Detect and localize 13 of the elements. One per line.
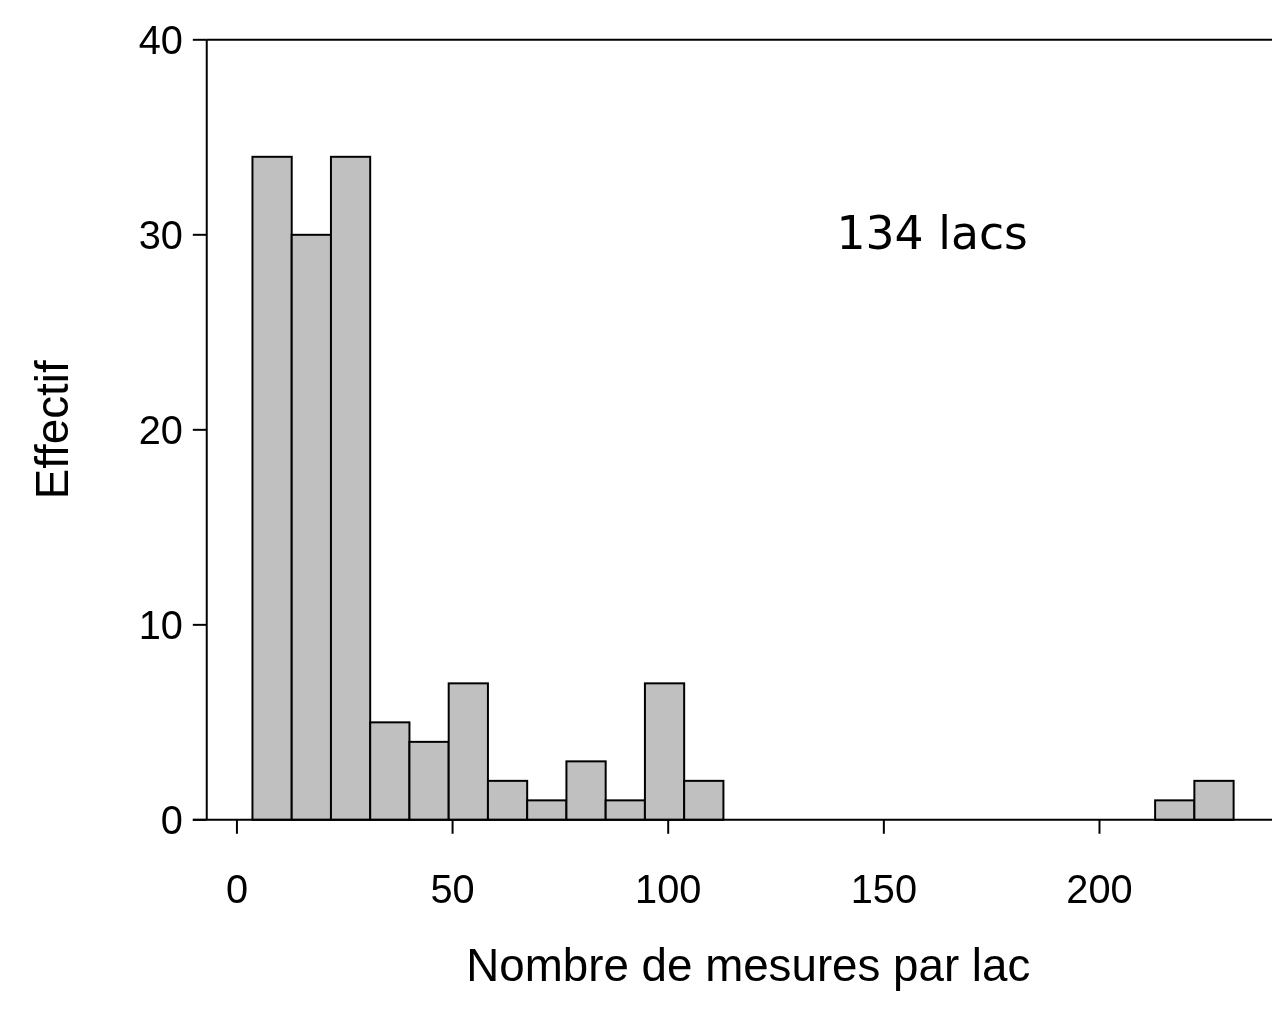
y-tick-label: 10 [138,602,183,647]
annotation: 134 lacs [836,207,1028,261]
x-tick-label: 100 [635,867,702,912]
y-axis-title: Effectif [26,360,78,500]
y-tick-label: 0 [160,797,183,842]
y-tick-label: 30 [138,212,183,257]
x-tick-label: 50 [430,867,475,912]
x-tick-label: 0 [225,867,248,912]
y-tick-label: 20 [138,407,183,452]
x-tick-label: 200 [1066,867,1133,912]
x-tick-label: 150 [850,867,917,912]
y-tick-label: 40 [138,17,183,62]
x-axis-title: Nombre de mesures par lac [466,939,1031,991]
